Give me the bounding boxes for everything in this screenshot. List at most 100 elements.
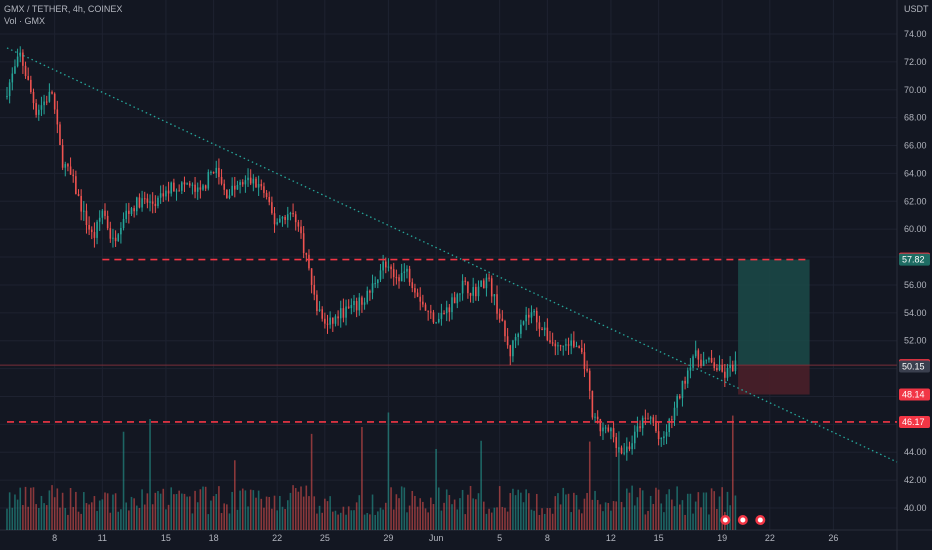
volume-bar xyxy=(138,507,141,530)
volume-bar xyxy=(236,509,239,530)
candle-body xyxy=(369,290,371,293)
candle-body xyxy=(543,327,546,330)
volume-bar xyxy=(93,496,96,530)
volume-bar xyxy=(509,493,512,530)
volume-bar xyxy=(543,513,546,530)
candle-body xyxy=(562,345,565,347)
volume-bar xyxy=(665,494,668,530)
candle-body xyxy=(490,278,493,297)
candle-body xyxy=(604,427,607,429)
volume-bar xyxy=(660,503,663,530)
y-tick-label: 66.00 xyxy=(904,141,927,151)
candle-body xyxy=(671,419,673,421)
x-tick-label: 8 xyxy=(52,533,57,543)
candle-body xyxy=(37,109,40,115)
volume-bar xyxy=(19,487,22,530)
price-badge-box xyxy=(899,253,930,266)
candle-body xyxy=(398,277,400,282)
volume-bar xyxy=(406,512,408,530)
volume-bar xyxy=(281,506,284,530)
candle-body xyxy=(329,317,331,325)
volume-bar xyxy=(64,507,67,530)
candle-body xyxy=(580,348,583,353)
volume-bar xyxy=(567,493,570,530)
candle-body xyxy=(88,224,90,230)
candle-body xyxy=(647,418,649,420)
volume-bar xyxy=(59,507,61,530)
volume-bar xyxy=(713,491,716,530)
candle-body xyxy=(104,210,106,216)
candle-body xyxy=(14,66,16,74)
volume-bar xyxy=(302,496,305,530)
candle-body xyxy=(411,282,414,289)
volume-bar xyxy=(265,496,268,530)
volume-bar xyxy=(90,502,93,530)
volume-bar xyxy=(668,489,670,530)
volume-bar xyxy=(292,485,294,530)
candle-body xyxy=(363,302,366,305)
time-axis[interactable]: 8 11 15 18 22 25 29 Jun 5 8 12 15 19 22 26 xyxy=(52,533,838,543)
candle-body xyxy=(403,271,406,273)
candle-body xyxy=(660,438,663,440)
volume-legend[interactable]: Vol · GMX xyxy=(4,16,46,26)
volume-bar xyxy=(220,513,223,530)
candle-body xyxy=(464,280,467,282)
candle-body xyxy=(355,300,358,311)
volume-bar xyxy=(173,494,175,530)
profit-zone xyxy=(738,259,810,366)
candle-body xyxy=(350,305,353,309)
volume-bar xyxy=(51,485,53,530)
volume-bar xyxy=(11,507,14,530)
candle-body xyxy=(96,221,98,238)
symbol-title[interactable]: GMX / TETHER, 4h, COINEX xyxy=(4,4,123,14)
candle-body xyxy=(268,197,271,203)
candle-body xyxy=(663,436,665,439)
volume-bar xyxy=(141,489,143,530)
volume-bar xyxy=(673,506,676,530)
candle-body xyxy=(305,253,308,255)
volume-bar xyxy=(125,502,127,530)
candle-body xyxy=(710,357,713,363)
volume-bar xyxy=(143,504,146,530)
candle-body xyxy=(11,73,14,83)
y-tick-label: 70.00 xyxy=(904,85,927,95)
candle-body xyxy=(686,370,689,384)
y-tick-label: 72.00 xyxy=(904,57,927,67)
volume-bar xyxy=(437,487,440,530)
volume-bar xyxy=(710,488,713,530)
candle-body xyxy=(472,287,474,296)
candle-body xyxy=(279,218,281,223)
candle-body xyxy=(575,346,578,348)
volume-bar xyxy=(557,493,559,530)
candle-body xyxy=(697,350,700,360)
candle-body xyxy=(130,208,133,214)
volume-bar xyxy=(488,508,490,530)
candle-body xyxy=(64,164,67,168)
volume-bar xyxy=(623,507,625,530)
volume-bar xyxy=(350,510,353,530)
volume-bar xyxy=(506,511,509,530)
candle-body xyxy=(588,370,591,391)
candle-body xyxy=(596,416,599,420)
candle-body xyxy=(668,419,670,433)
volume-bar xyxy=(546,507,549,530)
volume-bar xyxy=(604,502,607,530)
volume-bar xyxy=(731,415,734,530)
volume-bar xyxy=(273,495,276,530)
volume-bar xyxy=(294,488,297,530)
candle-body xyxy=(207,172,210,189)
volume-bar xyxy=(204,486,207,530)
volume-bar xyxy=(194,490,196,530)
volume-bar xyxy=(353,510,355,530)
candle-body xyxy=(448,307,451,313)
volume-bar xyxy=(551,513,554,530)
volume-bar xyxy=(334,510,337,530)
volume-bar xyxy=(67,514,69,530)
volume-bar xyxy=(188,496,191,530)
volume-bar xyxy=(6,508,8,530)
volume-bar xyxy=(594,490,596,530)
volume-bar xyxy=(575,495,578,530)
volume-bar xyxy=(657,489,660,530)
